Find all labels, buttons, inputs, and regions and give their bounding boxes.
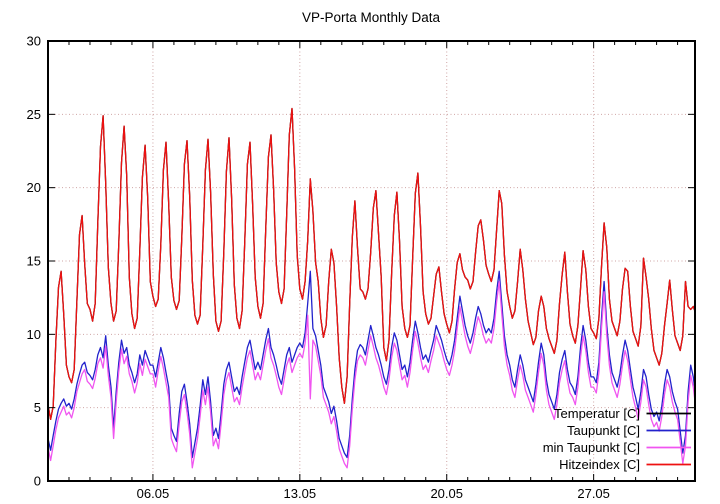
legend-label: Hitzeindex [C]	[559, 457, 640, 472]
legend-label: Temperatur [C]	[554, 406, 640, 421]
grid-layer	[48, 41, 695, 481]
series-line-hitzeindex	[48, 107, 695, 421]
x-tick-label: 27.05	[577, 486, 610, 501]
y-tick-label: 25	[27, 107, 41, 122]
x-tick-label: 06.05	[137, 486, 170, 501]
series-line-taupunkt	[48, 270, 695, 459]
y-tick-label: 30	[27, 34, 41, 49]
series-line-min-taupunkt	[48, 280, 695, 469]
series-layer	[48, 107, 695, 469]
y-tick-label: 5	[34, 400, 41, 415]
y-tick-label: 0	[34, 474, 41, 489]
y-tick-label: 20	[27, 180, 41, 195]
y-tick-label: 10	[27, 327, 41, 342]
legend-label: Taupunkt [C]	[567, 423, 640, 438]
axis-layer: 06.05 13.05 20.05 27.05 0 5 10 15 20 25 30	[27, 34, 696, 501]
chart-title: VP-Porta Monthly Data	[302, 10, 441, 25]
legend-layer: Temperatur [C] Taupunkt [C] min Taupunkt […	[543, 406, 691, 472]
x-tick-label: 13.05	[284, 486, 317, 501]
y-tick-label: 15	[27, 254, 41, 269]
x-tick-label: 20.05	[430, 486, 463, 501]
legend-label: min Taupunkt [C]	[543, 440, 640, 455]
